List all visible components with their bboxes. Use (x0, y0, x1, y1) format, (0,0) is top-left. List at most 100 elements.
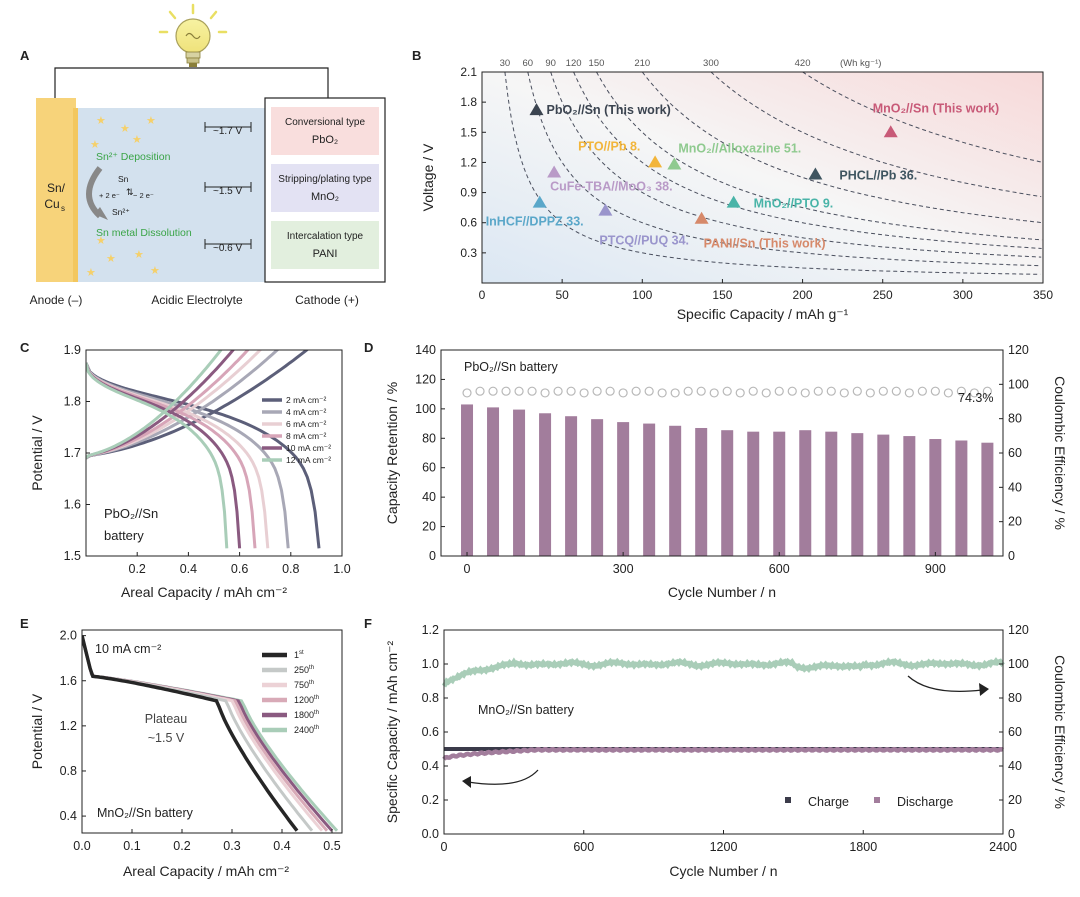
plot-frame (81, 629, 343, 834)
cathode-box (271, 221, 379, 269)
retention-bar (695, 427, 708, 556)
retention-bar (747, 431, 760, 556)
y-tick-label: 1.8 (460, 95, 477, 109)
ce-point (462, 388, 472, 398)
data-point-label: PTO//Pb 8. (578, 139, 640, 153)
ce-point (657, 388, 667, 398)
legend-suffix: th (309, 680, 314, 686)
y-tick-label: 1.2 (460, 155, 477, 169)
legend-label: 12 mA cm⁻² (286, 455, 331, 465)
ce-point (488, 386, 498, 396)
cathode-label: Cathode (+) (295, 293, 359, 307)
y-tick-label: 0.8 (422, 691, 439, 705)
lightbulb-icon (158, 3, 228, 67)
ce-point (722, 386, 732, 396)
ce-point (761, 388, 771, 398)
ce-point (748, 386, 758, 396)
x-tick-label: 100 (632, 288, 652, 302)
y-tick-label: 80 (422, 431, 436, 445)
energy-density-curve (596, 71, 1043, 241)
energy-density-label: 210 (634, 58, 650, 69)
x-tick-label: 600 (769, 562, 790, 576)
energy-density-label: 300 (703, 58, 719, 69)
plot-frame (481, 71, 1044, 284)
retention-bar (877, 434, 890, 556)
energy-density-curve (504, 71, 1041, 275)
ce-point (813, 386, 823, 396)
legend-suffix: th (309, 665, 314, 671)
legend-cycle: 1200 (294, 695, 314, 705)
retention-bar (773, 431, 786, 556)
retention-bar (513, 409, 526, 556)
ce-point (826, 386, 836, 396)
legend-label: 1200th (294, 695, 319, 705)
ce-point (865, 388, 875, 398)
retention-bar (591, 419, 604, 556)
ce-point (930, 386, 940, 396)
legend-label: 2 mA cm⁻² (286, 395, 327, 405)
retention-bar (825, 431, 838, 556)
y-tick-label: 0.8 (60, 764, 77, 778)
data-point-marker (694, 211, 709, 224)
y-tick-label: 2.0 (60, 629, 77, 643)
legend-label-discharge: Discharge (897, 795, 953, 809)
charge-curve (86, 350, 223, 460)
retention-bar (643, 423, 656, 556)
deposition-label: Sn²⁺ Deposition (96, 151, 171, 163)
y-tick-label: 60 (422, 461, 436, 475)
legend-suffix: th (314, 725, 319, 731)
ce-point (566, 386, 576, 396)
x-tick-label: 50 (555, 288, 569, 302)
y-tick-label: 1.5 (460, 125, 477, 139)
data-point-marker (598, 203, 613, 216)
x-tick-label: 0 (441, 840, 448, 854)
cathode-type: Intercalation type (287, 231, 364, 242)
energy-density-curve (527, 71, 1041, 267)
retention-bar (669, 425, 682, 556)
energy-density-curve (802, 71, 1044, 163)
legend-cycle: 1 (294, 650, 299, 660)
y2-tick-label: 20 (1008, 515, 1022, 529)
ce-point (904, 388, 914, 398)
y-axis-title: Potential / V (29, 693, 45, 769)
retention-bar (955, 440, 968, 556)
ce-point (631, 386, 641, 396)
x-tick-label: 0.3 (223, 839, 240, 853)
y2-axis-title: Coulombic Efficiency / % (1052, 655, 1068, 809)
x-tick-label: 900 (925, 562, 946, 576)
svg-text:★: ★ (146, 115, 156, 127)
x-tick-label: 1200 (710, 840, 738, 854)
retention-bar (799, 430, 812, 556)
ce-point (579, 388, 589, 398)
rxn-sn: Sn (118, 174, 129, 184)
y-tick-label: 0.6 (460, 216, 477, 230)
cathode-type: Stripping/plating type (278, 174, 372, 185)
data-point-label: CuFe-TBA//MoO₃ 38. (550, 179, 672, 193)
ce-point (553, 386, 563, 396)
x-tick-label: 0 (464, 562, 471, 576)
y-tick-label: 1.7 (64, 446, 81, 460)
y-tick-label: 1.6 (60, 674, 77, 688)
x-tick-label: 250 (873, 288, 893, 302)
rxn-sn2: Sn²⁺ (112, 207, 130, 217)
y-tick-label: 1.2 (422, 623, 439, 637)
chart-annotation: PbO₂//Sn (104, 506, 158, 521)
retention-bar (929, 439, 942, 556)
energy-density-curve (550, 71, 1042, 258)
data-point-marker (726, 195, 741, 208)
electrode-label-line2: Cu (44, 197, 59, 211)
x-tick-label: 0.4 (273, 839, 290, 853)
cathode-material: PbO₂ (312, 134, 338, 146)
x-tick-label: 300 (953, 288, 973, 302)
ce-point (670, 388, 680, 398)
legend-label: 1800th (294, 710, 319, 720)
x-axis-title: Cycle Number / n (669, 863, 777, 879)
y-tick-label: 0.4 (60, 809, 77, 823)
y-tick-label: 40 (422, 490, 436, 504)
x-tick-label: 0.1 (123, 839, 140, 853)
ce-point (982, 386, 992, 396)
right-arrowhead-icon (979, 683, 989, 696)
x-tick-label: 2400 (989, 840, 1017, 854)
energy-density-curve (641, 71, 1044, 224)
y-tick-label: 0 (429, 549, 436, 563)
